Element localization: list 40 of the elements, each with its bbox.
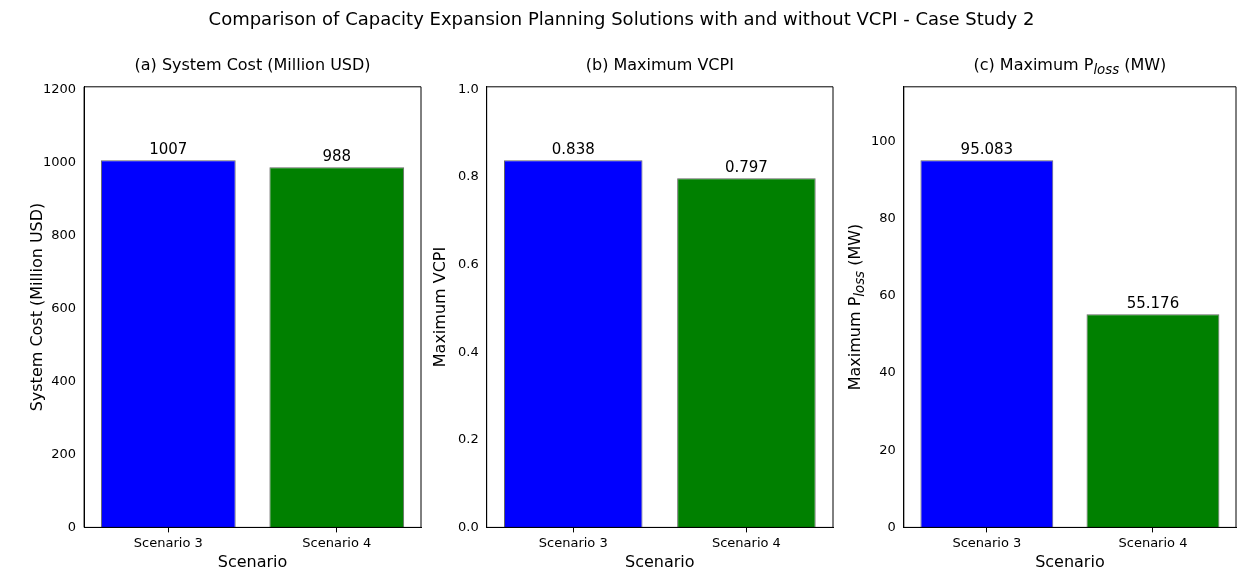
x-axis-title: Scenario: [625, 552, 695, 572]
y-tick-label: 0.8: [457, 168, 479, 184]
x-tick-label: Scenario 3: [133, 534, 203, 550]
data-label: 95.083: [960, 139, 1014, 158]
y-tick-label: 20: [879, 441, 896, 457]
x-tick-label: Scenario 3: [952, 534, 1022, 550]
text: Comparison of Capacity Expansion Planning Solutions with and without VCPI - Case Study 2: [207, 8, 1036, 29]
y-tick-label: 0.2: [457, 431, 479, 447]
y-tick-label: 1000: [42, 154, 77, 170]
y-tick-label: 0: [67, 518, 77, 534]
chart-title: (a) System Cost (Million USD): [134, 54, 371, 74]
y-tick-label: 200: [51, 445, 77, 461]
x-axis-title: Scenario: [217, 552, 288, 572]
x-tick-label: Scenario 4: [1118, 534, 1188, 550]
data-label: 55.176: [1126, 293, 1180, 312]
x-tick-label: Scenario 3: [538, 534, 608, 550]
chart-title: (b) Maximum VCPI: [585, 54, 734, 74]
y-tick-label: 1200: [42, 81, 77, 97]
y-tick-label: 0.0: [457, 518, 479, 534]
y-tick-label: 800: [51, 227, 77, 243]
y-tick-label: 1.0: [457, 80, 479, 96]
x-tick-label: Scenario 4: [711, 534, 781, 550]
data-label: 0.797: [724, 157, 768, 176]
data-label: 988: [322, 146, 352, 165]
y-tick-label: 400: [51, 372, 77, 388]
y-axis-title: Maximum VCPI: [429, 246, 449, 368]
y-tick-label: 0.4: [457, 343, 479, 359]
y-tick-label: 0: [887, 518, 896, 534]
y-tick-label: 0.6: [457, 255, 479, 271]
y-tick-label: 60: [879, 287, 896, 303]
y-tick-label: 100: [870, 132, 896, 148]
data-label: 0.838: [551, 139, 595, 158]
y-tick-label: 40: [879, 364, 896, 380]
chart-title: (c) Maximum P$_{loss}$ (MW): [973, 54, 1167, 77]
y-tick-label: 600: [51, 300, 77, 316]
x-axis-title: Scenario: [1035, 552, 1105, 572]
y-axis-title: System Cost (Million USD): [26, 202, 46, 412]
x-tick-label: Scenario 4: [302, 534, 372, 550]
y-tick-label: 80: [879, 209, 896, 225]
data-label: 1007: [149, 139, 188, 158]
